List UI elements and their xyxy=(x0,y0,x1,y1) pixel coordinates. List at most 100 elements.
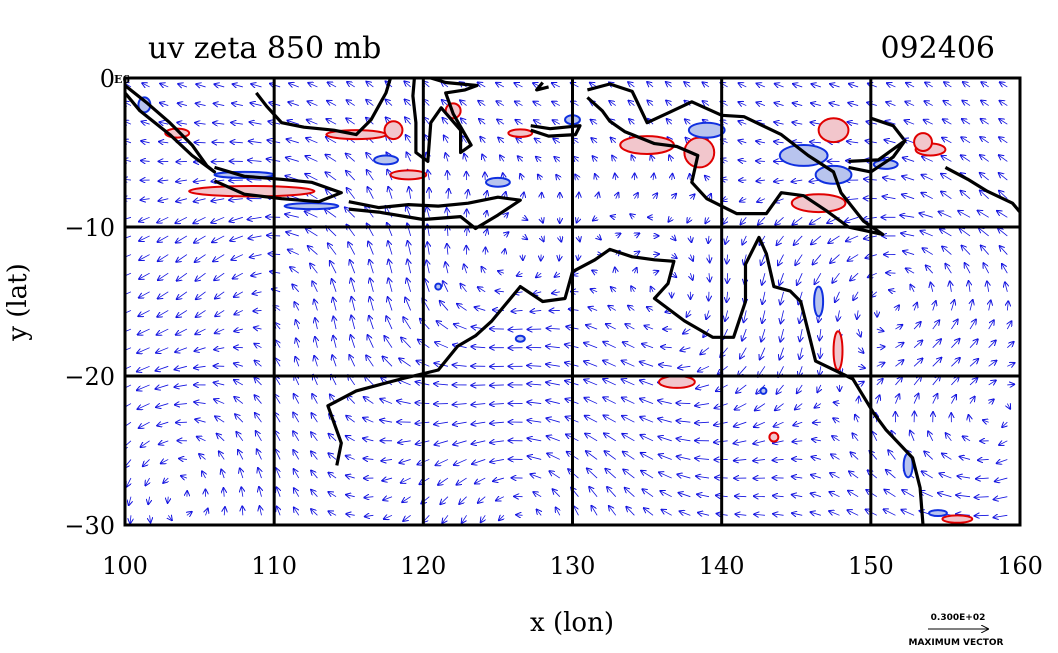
wind-vector xyxy=(366,100,374,106)
wind-vector xyxy=(552,102,561,106)
wind-vector xyxy=(293,450,300,460)
wind-vector xyxy=(490,385,504,386)
wind-vector xyxy=(734,421,747,426)
wind-vector xyxy=(523,236,528,239)
wind-vector xyxy=(197,437,206,441)
wind-vector xyxy=(969,415,971,423)
wind-vector xyxy=(1000,101,1008,106)
wind-vector xyxy=(956,495,971,497)
wind-vector xyxy=(642,344,654,348)
wind-vector xyxy=(849,84,859,87)
wind-vector xyxy=(578,236,579,241)
wind-vector xyxy=(876,363,885,367)
wind-vector xyxy=(611,216,616,217)
wind-vector xyxy=(325,209,337,218)
wind-vector xyxy=(651,287,653,292)
wind-vector xyxy=(141,440,150,447)
wind-vector xyxy=(857,382,864,385)
wind-vector xyxy=(962,246,971,255)
wind-vector xyxy=(932,358,942,367)
wind-vector xyxy=(142,121,150,124)
wind-vector xyxy=(845,216,859,221)
wind-vector xyxy=(254,327,262,329)
wind-vector xyxy=(611,138,616,143)
y-axis-ticks: 0 −10 −20 −30 xyxy=(64,65,115,540)
wind-vector xyxy=(515,101,523,105)
wind-vector xyxy=(883,196,896,198)
wind-vector xyxy=(895,325,902,329)
wind-vector xyxy=(351,316,355,330)
wind-vector xyxy=(647,307,654,310)
wind-vector xyxy=(485,191,487,199)
wind-vector xyxy=(738,140,747,142)
wind-vector xyxy=(828,235,840,243)
wind-vector xyxy=(229,180,243,181)
wind-vector xyxy=(779,347,784,360)
wind-vector xyxy=(234,291,244,297)
wind-vector xyxy=(902,490,915,498)
wind-vector xyxy=(811,103,821,106)
wind-vector xyxy=(214,84,225,87)
wind-vector xyxy=(311,490,318,497)
wind-vector xyxy=(366,82,374,88)
wind-vector xyxy=(467,228,468,236)
wind-vector xyxy=(849,471,859,479)
wind-vector xyxy=(233,272,244,278)
wind-vector xyxy=(942,138,952,144)
wind-vector xyxy=(1007,384,1014,385)
y-tick-label: 0 xyxy=(100,65,115,93)
wind-vector xyxy=(905,102,915,106)
wind-vector xyxy=(234,397,244,404)
wind-vector xyxy=(401,477,411,483)
wind-vector xyxy=(490,404,504,405)
wind-vector xyxy=(913,376,921,386)
wind-vector xyxy=(553,139,561,143)
wind-vector xyxy=(293,413,300,423)
wind-vector xyxy=(158,254,169,262)
wind-vector xyxy=(957,476,971,478)
wind-vector xyxy=(233,84,243,87)
wind-vector xyxy=(518,156,523,161)
wind-vector xyxy=(168,496,169,503)
wind-vector xyxy=(385,100,393,106)
wind-vector xyxy=(276,487,280,497)
wind-vector xyxy=(363,418,374,423)
wind-vector xyxy=(944,82,952,87)
wind-vector xyxy=(407,278,412,292)
wind-vector xyxy=(541,217,543,222)
wind-vector xyxy=(848,254,859,261)
wind-vector xyxy=(735,514,747,515)
wind-vector xyxy=(653,174,654,181)
wind-vector xyxy=(658,400,672,403)
wind-vector xyxy=(705,176,709,180)
wind-vector xyxy=(286,232,299,237)
wind-vector xyxy=(480,137,485,144)
wind-vector xyxy=(727,254,728,264)
wind-vector xyxy=(403,514,411,521)
wind-vector xyxy=(757,83,766,87)
wind-vector xyxy=(156,365,169,370)
wind-vector xyxy=(762,291,765,304)
wind-vector xyxy=(388,241,393,255)
wind-vector xyxy=(895,305,899,310)
wind-vector xyxy=(386,316,393,330)
wind-vector xyxy=(885,121,896,124)
wind-vector xyxy=(332,279,337,292)
wind-vector xyxy=(895,377,902,386)
wind-vector xyxy=(895,343,903,349)
wind-vector xyxy=(738,121,747,124)
wind-vector xyxy=(932,339,941,348)
wind-vector xyxy=(523,193,524,199)
wind-vector xyxy=(537,510,542,516)
wind-vector xyxy=(659,472,672,479)
wind-vector xyxy=(296,320,299,330)
wind-vector xyxy=(156,347,169,353)
wind-vector xyxy=(535,139,542,143)
wind-vector xyxy=(634,268,636,273)
wind-vector xyxy=(744,254,747,265)
wind-vector xyxy=(667,119,672,124)
wind-vector xyxy=(160,84,169,87)
wind-vector xyxy=(405,298,412,311)
coastline-halmahera xyxy=(535,81,549,92)
wind-vector xyxy=(556,508,560,516)
